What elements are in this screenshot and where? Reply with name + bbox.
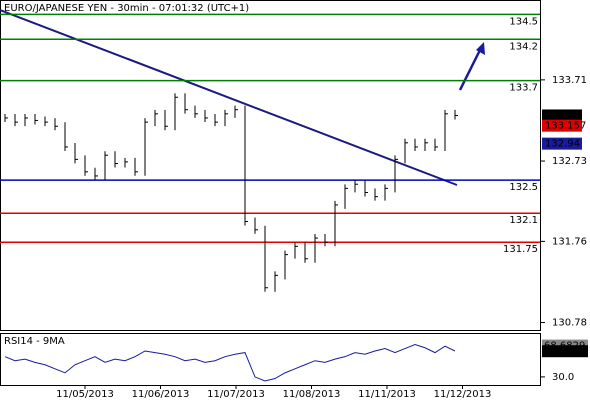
rsi-tick-label: 30.0	[552, 372, 574, 383]
level-label: 134.2	[509, 41, 538, 52]
y-tick-label: 130.78	[552, 318, 587, 329]
x-tick-label: 11/08/2013	[283, 389, 341, 400]
y-tick-label: 131.76	[552, 236, 587, 247]
rsi-title: RSI14 - 9MA	[4, 336, 65, 347]
level-label: 134.5	[509, 16, 538, 27]
x-tick-label: 11/11/2013	[358, 389, 416, 400]
level-label: 132.1	[509, 215, 538, 226]
price-tag	[542, 137, 582, 150]
rsi-line	[4, 343, 456, 382]
chart-title: EURO/JAPANESE YEN - 30min - 07:01:32 (UT…	[4, 3, 249, 14]
level-label: 131.75	[503, 244, 538, 255]
rsi-pane	[0, 333, 541, 386]
rsi-tag-label: 61.727	[544, 346, 579, 357]
price-tag-label: 133.28	[545, 110, 580, 121]
price-tag	[542, 119, 582, 132]
price-tag-label: 132.94	[545, 139, 580, 150]
level-label: 133.7	[509, 83, 538, 94]
arrow-head	[476, 42, 485, 55]
x-tick-label: 11/05/2013	[56, 389, 114, 400]
x-tick-label: 11/12/2013	[434, 389, 492, 400]
rsi-tag	[542, 345, 588, 358]
price-tag	[542, 109, 582, 122]
arrow	[458, 47, 483, 91]
level-label: 132.5	[509, 182, 538, 193]
price-pane	[0, 0, 541, 331]
price-tag-label: 133.157	[545, 121, 586, 132]
x-tick-label: 11/07/2013	[207, 389, 265, 400]
x-tick-label: 11/06/2013	[132, 389, 190, 400]
y-tick-label: 133.71	[552, 75, 587, 86]
y-tick-label: 132.73	[552, 156, 587, 167]
